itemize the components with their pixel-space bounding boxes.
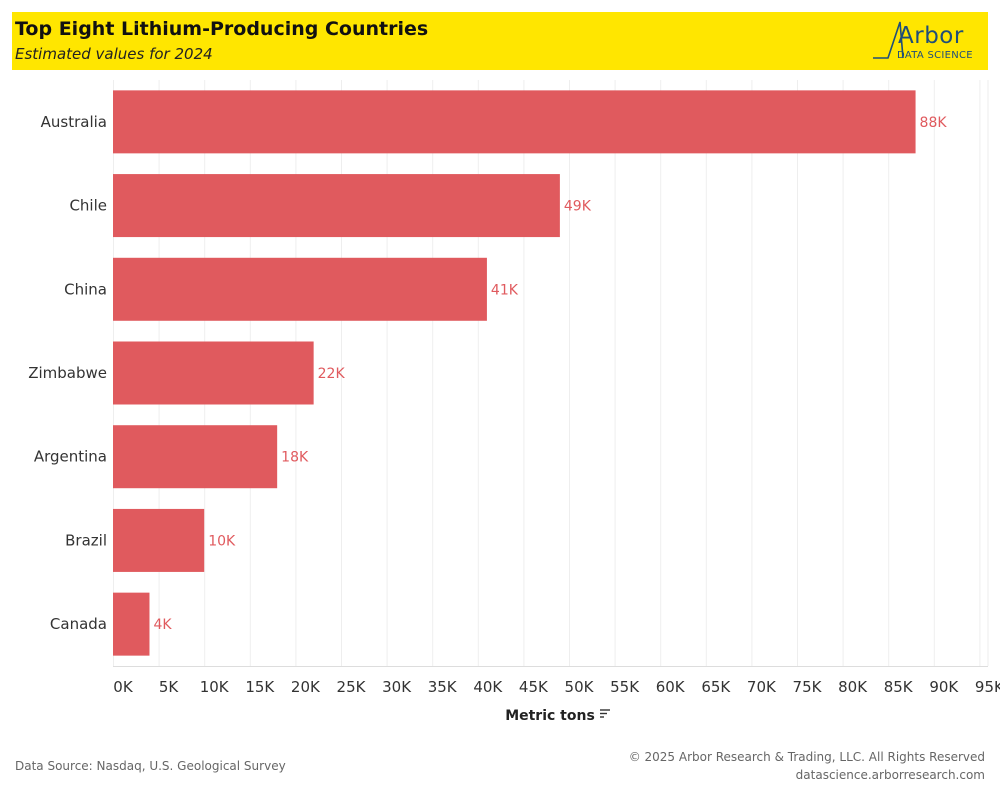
- x-tick-label: 95K: [975, 678, 1000, 696]
- logo-mark-icon: [873, 21, 904, 59]
- x-tick-label: 60K: [656, 678, 686, 696]
- data-label: 22K: [318, 366, 346, 382]
- x-tick-label: 55K: [610, 678, 640, 696]
- website-link[interactable]: datascience.arborresearch.com: [795, 768, 985, 782]
- x-tick-label: 85K: [884, 678, 914, 696]
- x-axis-title: Metric tons: [505, 708, 595, 724]
- x-tick-label: 20K: [291, 678, 321, 696]
- category-label: Argentina: [34, 448, 107, 466]
- copyright-notice: © 2025 Arbor Research & Trading, LLC. Al…: [628, 750, 985, 764]
- x-tick-label: 0K: [113, 678, 134, 696]
- x-tick-label: 70K: [747, 678, 777, 696]
- x-tick-label: 30K: [382, 678, 412, 696]
- category-label: Chile: [69, 197, 107, 215]
- category-label: Australia: [41, 113, 107, 131]
- data-source: Data Source: Nasdaq, U.S. Geological Sur…: [15, 759, 286, 773]
- x-tick-label: 35K: [428, 678, 458, 696]
- x-tick-label: 65K: [701, 678, 731, 696]
- x-tick-label: 40K: [473, 678, 503, 696]
- arbor-logo: Arbor DATA SCIENCE: [870, 16, 980, 66]
- category-label: China: [64, 280, 107, 298]
- x-tick-label: 45K: [519, 678, 549, 696]
- bar-chart: Australia 88K Chile 49K China 41K Zimbabwe 22K A…: [28, 80, 1000, 724]
- data-label: 10K: [208, 533, 236, 549]
- header-banner: Top Eight Lithium-Producing Countries Es…: [12, 12, 988, 70]
- logo-word: Arbor: [898, 23, 964, 49]
- x-tick-label: 25K: [337, 678, 367, 696]
- bar-china: [113, 257, 487, 321]
- chart-title: Top Eight Lithium-Producing Countries: [15, 18, 429, 40]
- bar-argentina: [113, 425, 278, 489]
- data-label: 18K: [281, 450, 309, 466]
- bar-chile: [113, 174, 560, 238]
- data-label: 4K: [153, 617, 172, 633]
- data-label: 49K: [564, 199, 592, 215]
- data-label: 88K: [920, 115, 948, 131]
- category-label: Zimbabwe: [28, 364, 107, 382]
- bar-brazil: [113, 508, 205, 572]
- data-label: 41K: [491, 282, 519, 298]
- x-tick-label: 80K: [838, 678, 868, 696]
- chart-subtitle: Estimated values for 2024: [15, 45, 213, 63]
- x-tick-label: 90K: [929, 678, 959, 696]
- sort-descending-icon[interactable]: [600, 709, 610, 718]
- logo-subtitle: DATA SCIENCE: [897, 50, 973, 61]
- x-tick-label: 10K: [200, 678, 230, 696]
- bar-canada: [113, 592, 150, 656]
- category-label: Brazil: [65, 531, 107, 549]
- category-label: Canada: [50, 615, 107, 633]
- bar-australia: [113, 90, 916, 154]
- bar-zimbabwe: [113, 341, 314, 405]
- x-tick-label: 75K: [793, 678, 823, 696]
- x-tick-label: 5K: [159, 678, 180, 696]
- x-tick-label: 50K: [565, 678, 595, 696]
- x-tick-label: 15K: [245, 678, 275, 696]
